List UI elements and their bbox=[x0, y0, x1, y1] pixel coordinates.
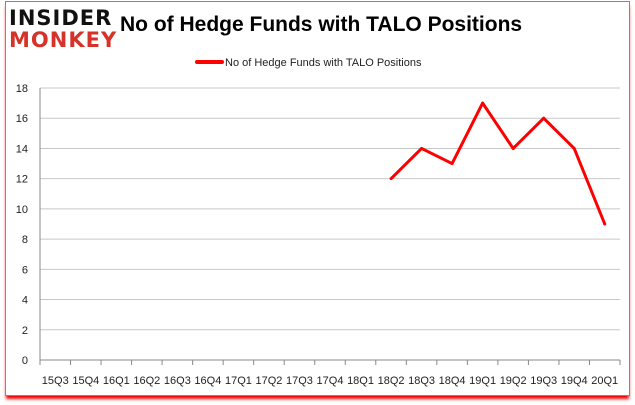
x-tick-label: 17Q2 bbox=[255, 375, 282, 387]
x-tick-label: 16Q4 bbox=[194, 375, 221, 387]
x-tick-label: 15Q3 bbox=[42, 375, 69, 387]
x-tick-label: 18Q2 bbox=[378, 375, 405, 387]
data-point bbox=[481, 101, 485, 105]
x-tick-label: 19Q1 bbox=[469, 375, 496, 387]
data-point bbox=[603, 222, 607, 226]
x-tick-label: 16Q1 bbox=[103, 375, 130, 387]
x-tick-label: 17Q1 bbox=[225, 375, 252, 387]
chart-title: No of Hedge Funds with TALO Positions bbox=[120, 13, 523, 36]
legend-label: No of Hedge Funds with TALO Positions bbox=[225, 57, 422, 69]
data-point bbox=[511, 146, 515, 150]
data-point bbox=[420, 146, 424, 150]
data-point bbox=[450, 162, 454, 166]
y-tick-label: 14 bbox=[16, 143, 28, 155]
x-tick-label: 18Q4 bbox=[439, 375, 466, 387]
x-tick-label: 18Q3 bbox=[408, 375, 435, 387]
y-tick-label: 10 bbox=[16, 204, 28, 216]
data-point bbox=[572, 146, 576, 150]
x-tick-label: 17Q4 bbox=[317, 375, 344, 387]
data-point bbox=[389, 177, 393, 181]
logo-line1: INSIDER bbox=[9, 6, 113, 30]
y-tick-label: 12 bbox=[16, 174, 28, 186]
x-tick-label: 20Q1 bbox=[591, 375, 618, 387]
x-tick-label: 17Q3 bbox=[286, 375, 313, 387]
x-tick-label: 19Q4 bbox=[561, 375, 588, 387]
series-line bbox=[389, 101, 607, 225]
y-tick-label: 6 bbox=[22, 264, 28, 276]
insider-monkey-logo: INSIDER MONKEY bbox=[9, 7, 117, 51]
data-point bbox=[542, 116, 546, 120]
y-tick-label: 4 bbox=[22, 295, 28, 307]
logo-line2: MONKEY bbox=[9, 28, 118, 52]
x-tick-label: 15Q4 bbox=[72, 375, 99, 387]
y-tick-label: 16 bbox=[16, 113, 28, 125]
x-tick-label: 16Q3 bbox=[164, 375, 191, 387]
x-tick-label: 19Q2 bbox=[500, 375, 527, 387]
y-tick-label: 2 bbox=[22, 325, 28, 337]
x-tick-label: 16Q2 bbox=[133, 375, 160, 387]
y-tick-label: 18 bbox=[16, 83, 28, 95]
y-tick-label: 8 bbox=[22, 234, 28, 246]
y-tick-label: 0 bbox=[22, 355, 28, 367]
x-tick-label: 19Q3 bbox=[530, 375, 557, 387]
x-tick-label: 18Q1 bbox=[347, 375, 374, 387]
